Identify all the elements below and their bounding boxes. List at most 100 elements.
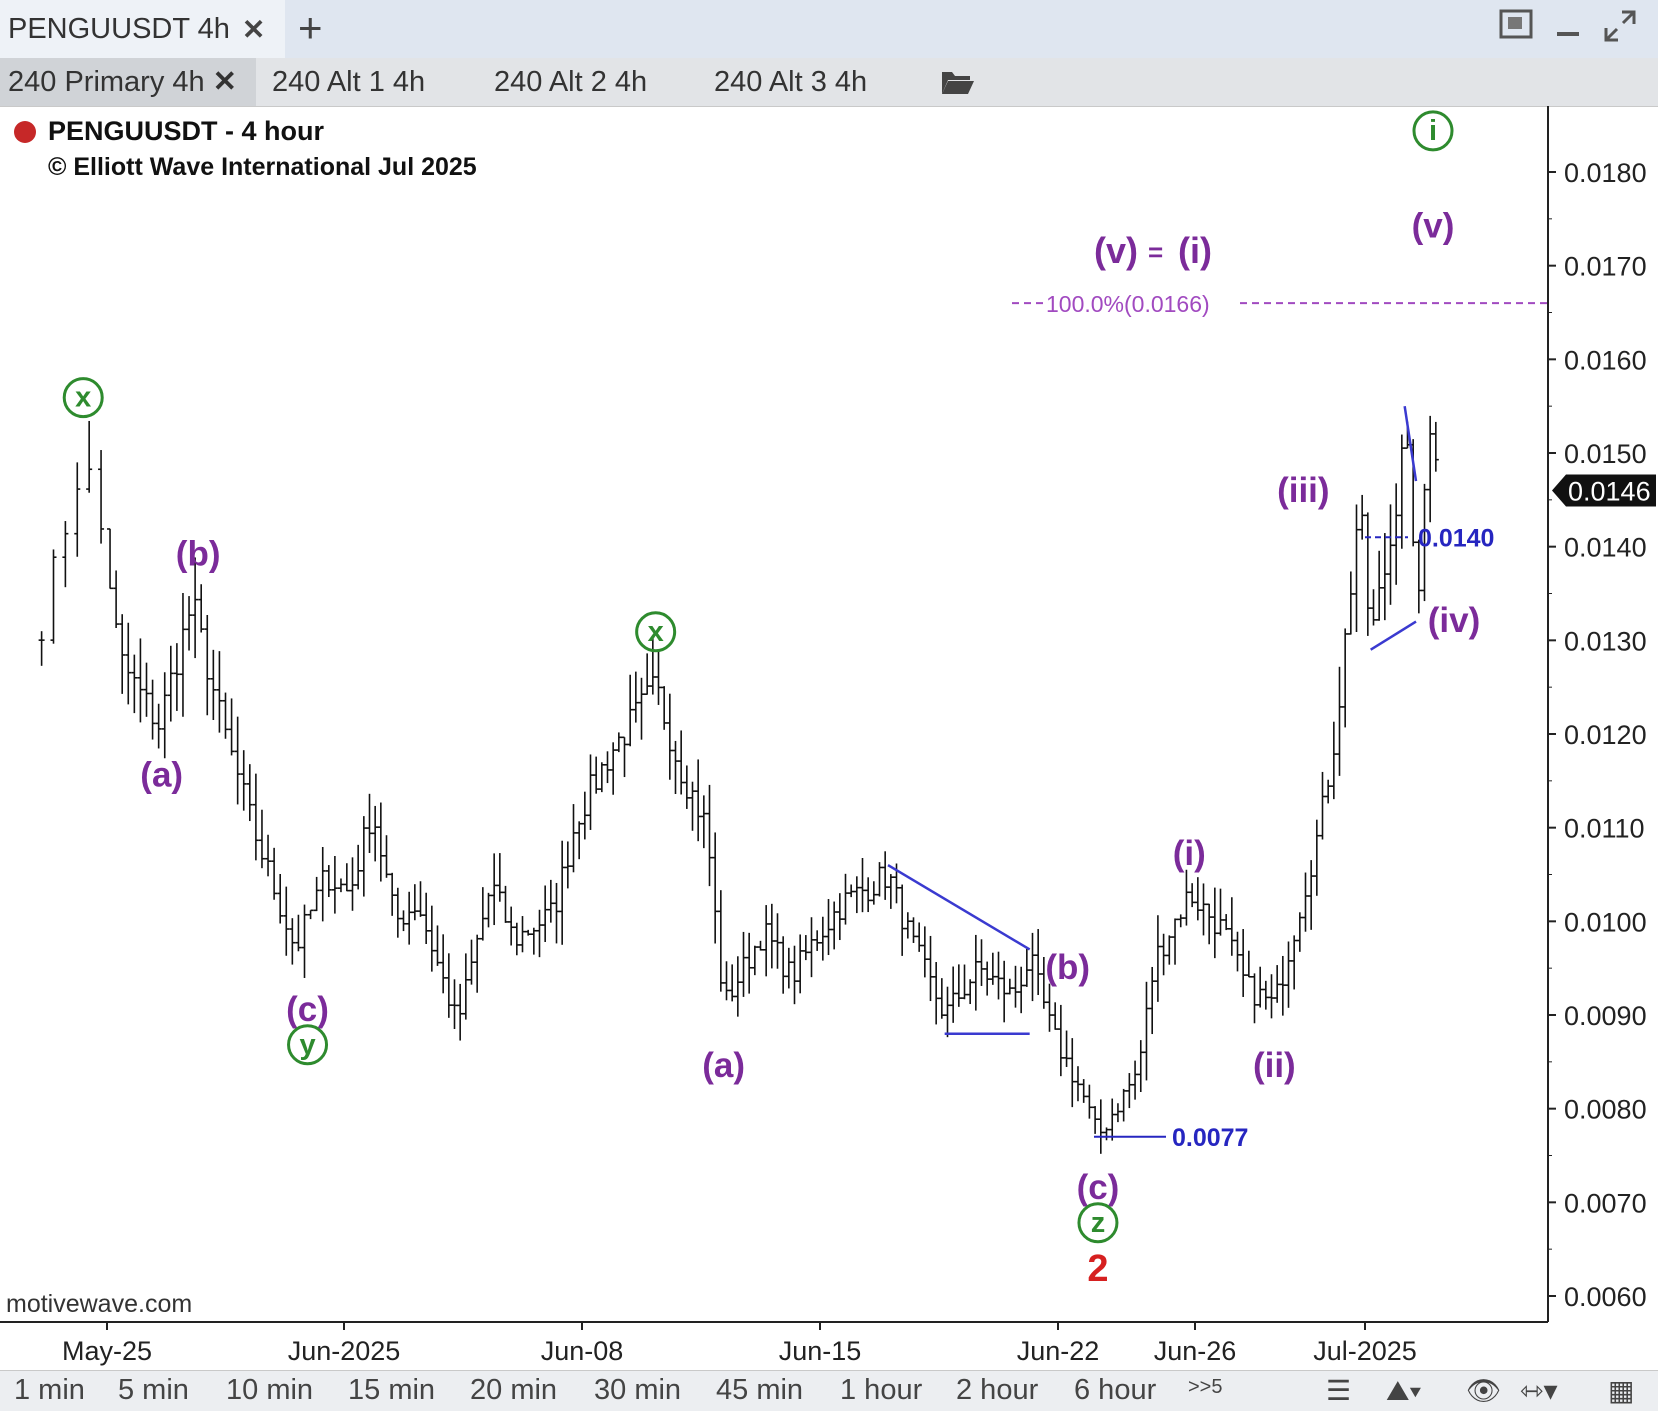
ohlc-bar	[972, 934, 979, 1011]
ohlc-bar	[632, 671, 639, 723]
ohlc-bar	[1364, 512, 1371, 636]
timeframe-6hour[interactable]: 6 hour	[1074, 1374, 1157, 1406]
ohlc-bar	[1069, 1038, 1076, 1108]
plus-icon[interactable]: +	[298, 4, 323, 51]
ohlc-bar	[1268, 974, 1275, 1019]
projection-equals: =	[1148, 237, 1163, 267]
ohlc-bar	[1137, 1040, 1144, 1093]
chart-window-tab[interactable]: PENGUUSDT 4h ✕	[0, 0, 285, 58]
timeframe-1hour[interactable]: 1 hour	[840, 1374, 923, 1406]
wave-label: (c)	[1077, 1168, 1120, 1207]
timeframe-1min[interactable]: 1 min	[14, 1374, 85, 1406]
ohlc-bar	[406, 891, 413, 945]
ohlc-bar	[1149, 966, 1156, 1035]
ohlc-bar	[1063, 1030, 1070, 1067]
ohlc-bar	[1211, 887, 1218, 959]
tab-240-alt-3[interactable]: 240 Alt 3 4h	[706, 58, 875, 106]
popout-icon[interactable]	[1496, 8, 1536, 48]
chart-settings-icon[interactable]: ⛰▾	[1386, 1375, 1422, 1406]
more-timeframes-button[interactable]: >>5	[1188, 1376, 1223, 1398]
maximize-icon[interactable]	[1600, 8, 1640, 48]
ohlc-bar	[1154, 915, 1161, 1002]
ohlc-bar	[1160, 933, 1167, 976]
ohlc-bar	[434, 925, 441, 966]
ohlc-bar	[519, 916, 526, 953]
wave-label: (iv)	[1428, 601, 1481, 640]
tab-240-primary[interactable]: 240 Primary 4h ✕	[0, 58, 256, 106]
ohlc-bar	[1074, 1066, 1081, 1102]
ohlc-bar	[307, 909, 314, 920]
ohlc-bar	[961, 964, 968, 1000]
ohlc-bar	[1001, 960, 1008, 1023]
timeframe-45min[interactable]: 45 min	[716, 1374, 804, 1406]
ohlc-bar	[186, 596, 193, 651]
level-label-0077: 0.0077	[1172, 1124, 1248, 1152]
ohlc-bar	[319, 846, 326, 922]
ohlc-bar	[417, 881, 424, 917]
ohlc-bar	[757, 940, 764, 951]
ohlc-bar	[1194, 877, 1201, 921]
tab-240-alt-2[interactable]: 240 Alt 2 4h	[486, 58, 655, 106]
tab-label: 240 Alt 2 4h	[494, 66, 648, 98]
ohlc-bar	[479, 887, 486, 941]
timeframe-5min[interactable]: 5 min	[118, 1374, 189, 1406]
wave-label-x: x	[648, 616, 664, 648]
ohlc-bar	[1296, 912, 1303, 952]
ohlc-bar	[717, 890, 724, 992]
wave-label-i: i	[1429, 115, 1437, 147]
price-chart[interactable]: 0.0180 0.0170 0.0160 0.0150 0.0140 0.0130 0.01…	[0, 106, 1658, 1370]
ohlc-bar	[1200, 883, 1207, 936]
ohlc-bar	[944, 986, 951, 1038]
timeframe-20min[interactable]: 20 min	[470, 1374, 558, 1406]
ohlc-bar	[1330, 721, 1337, 800]
ohlc-bar	[559, 840, 566, 945]
timeframe-10min[interactable]: 10 min	[226, 1374, 314, 1406]
level-label-0140: 0.0140	[1418, 524, 1494, 552]
ohlc-bar	[228, 698, 235, 756]
menu-icon[interactable]: ☰	[1326, 1375, 1352, 1406]
ohlc-bar	[252, 773, 259, 861]
ohlc-bar	[774, 913, 781, 969]
tab-240-alt-1[interactable]: 240 Alt 1 4h	[264, 58, 433, 106]
y-tick-label: 0.0090	[1564, 1001, 1647, 1031]
wave-label: (iii)	[1277, 471, 1329, 510]
calendar-icon[interactable]: ▦	[1608, 1375, 1635, 1406]
ohlc-bar	[234, 716, 241, 805]
close-icon[interactable]: ✕	[212, 66, 237, 98]
ohlc-bar	[265, 834, 272, 877]
ohlc-bar	[343, 863, 350, 892]
ohlc-bar	[468, 939, 475, 985]
ohlc-bar	[1257, 966, 1264, 1008]
ohlc-bar	[1046, 983, 1053, 1032]
ohlc-bar	[1029, 932, 1036, 1002]
ohlc-bar	[904, 912, 911, 939]
x-tick-label: May-25	[62, 1336, 152, 1366]
timeframe-15min[interactable]: 15 min	[348, 1374, 436, 1406]
ohlc-bar	[785, 947, 792, 989]
ohlc-bar	[143, 662, 150, 717]
scroll-arrows-icon[interactable]: ⇿▾	[1520, 1375, 1558, 1406]
ohlc-bar	[155, 703, 162, 749]
projection-label: 100.0%(0.0166)	[1046, 291, 1210, 317]
ohlc-bar	[1353, 504, 1360, 633]
ohlc-bar	[283, 886, 290, 956]
ohlc-bar	[695, 759, 702, 842]
close-icon[interactable]: ✕	[241, 13, 266, 45]
ohlc-bar	[729, 964, 736, 1002]
ohlc-bar	[113, 570, 120, 628]
ohlc-bar	[337, 878, 344, 893]
ohlc-bar	[149, 679, 156, 740]
watermark: motivewave.com	[6, 1290, 193, 1318]
minimize-icon[interactable]	[1548, 8, 1588, 48]
last-price-badge	[1552, 474, 1656, 507]
timeframe-2hour[interactable]: 2 hour	[956, 1374, 1039, 1406]
eye-icon[interactable]: 👁	[1466, 1375, 1502, 1406]
y-tick-label: 0.0170	[1564, 252, 1647, 282]
wave-label: (b)	[1045, 948, 1090, 987]
ohlc-bar	[372, 805, 379, 862]
ohlc-bar	[295, 914, 302, 952]
ohlc-bar	[1103, 1127, 1110, 1141]
folder-icon[interactable]	[940, 68, 976, 96]
timeframe-30min[interactable]: 30 min	[594, 1374, 682, 1406]
ohlc-bar	[1057, 1004, 1064, 1077]
